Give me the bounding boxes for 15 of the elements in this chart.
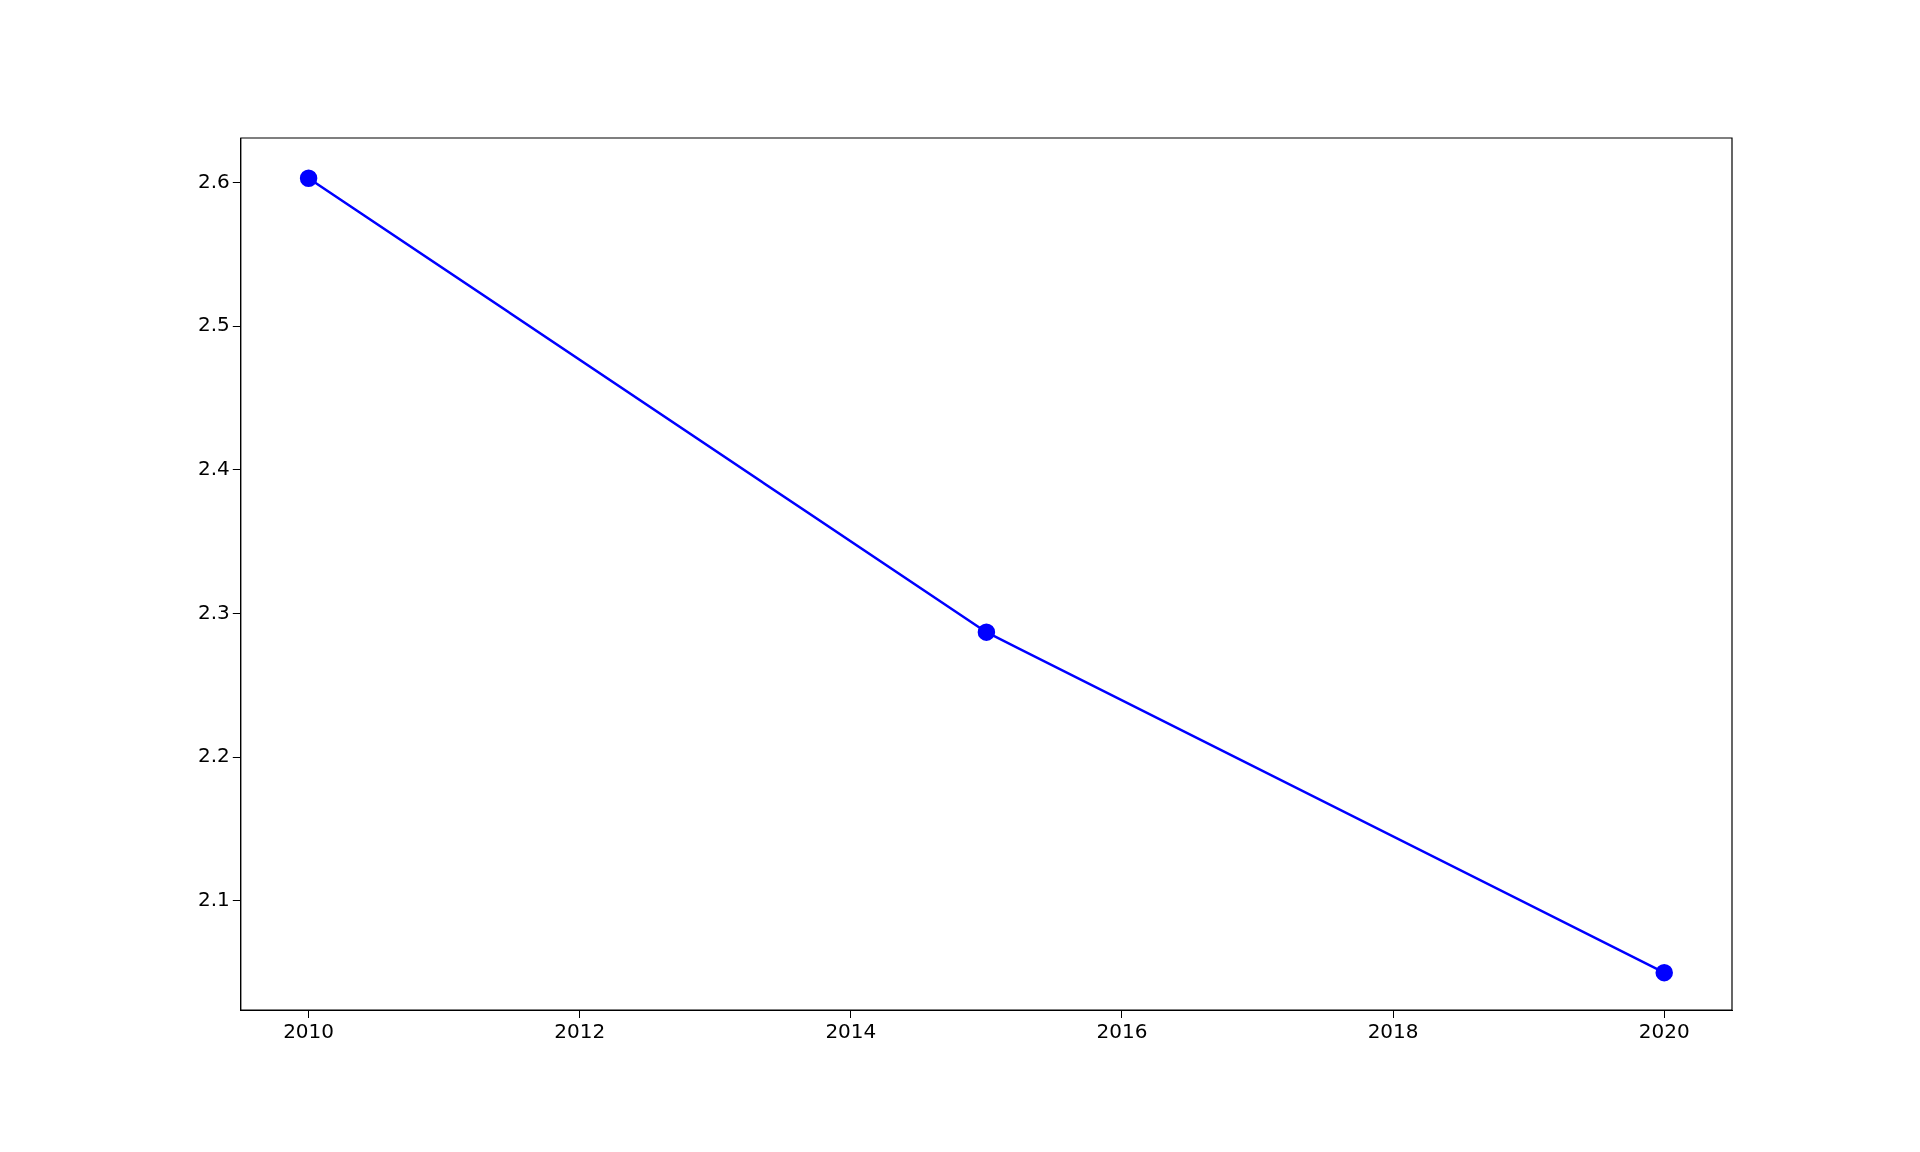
- point: [299, 169, 318, 187]
- y-tick-label: 2.1: [197, 887, 230, 912]
- y-tick-label: 2.4: [197, 456, 230, 481]
- point: [977, 623, 996, 641]
- y-tick-label: 2.3: [197, 599, 230, 624]
- x-tick-label: 2014: [825, 1019, 877, 1044]
- point: [1655, 963, 1673, 982]
- x-tick-label: 2020: [1638, 1019, 1690, 1044]
- x-tick-label: 2016: [1096, 1019, 1148, 1044]
- x-tick-label: 2010: [283, 1019, 335, 1044]
- x-tick-label: 2018: [1367, 1019, 1419, 1044]
- y-tick-label: 2.6: [197, 168, 230, 193]
- y-tick-label: 2.5: [197, 312, 230, 337]
- y-tick-label: 2.2: [197, 743, 230, 768]
- x-tick-label: 2012: [554, 1019, 606, 1044]
